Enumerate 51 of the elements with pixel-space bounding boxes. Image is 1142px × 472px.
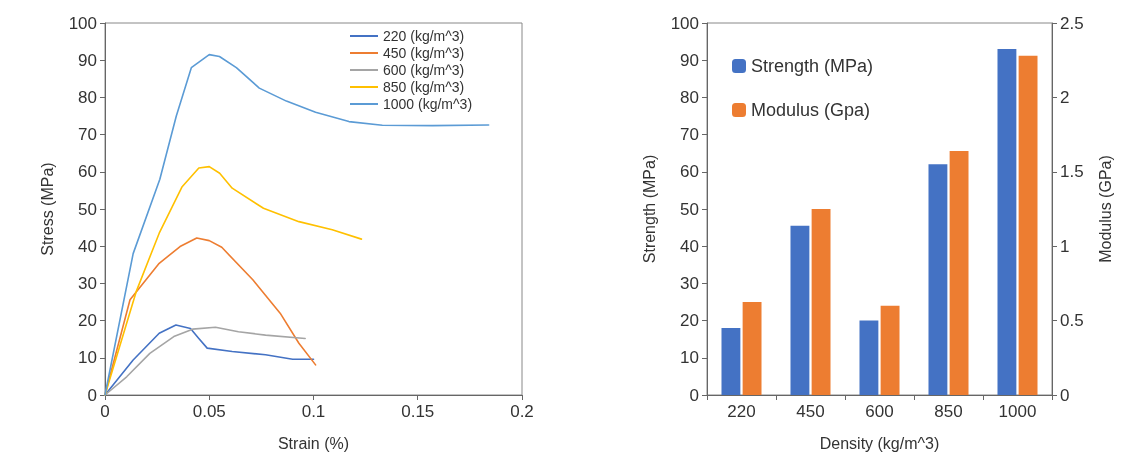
- y-tick-label: 60: [680, 162, 699, 182]
- y-axis-title: Strength (MPa): [640, 154, 658, 264]
- y-tick-label: 40: [680, 236, 699, 256]
- legend-label: Strength (MPa): [751, 56, 874, 76]
- y-tick-label: 30: [78, 273, 97, 293]
- legend-label: 1000 (kg/m^3): [383, 96, 473, 112]
- legend-label: 850 (kg/m^3): [383, 79, 465, 95]
- x-tick-label: 0.15: [401, 402, 435, 421]
- y2-tick-label: 1.5: [1060, 162, 1084, 182]
- y-tick-label: 80: [680, 87, 699, 107]
- y-tick-label: 60: [78, 162, 97, 182]
- y-tick-label: 10: [78, 348, 97, 368]
- x-axis-title: Density (kg/m^3): [819, 434, 940, 452]
- y-tick-label: 50: [680, 199, 699, 219]
- y-tick-label: 0: [87, 385, 97, 405]
- y-tick-label: 90: [78, 50, 97, 70]
- legend-label: 220 (kg/m^3): [383, 28, 465, 44]
- line-series: [104, 165, 363, 396]
- y-tick-label: 50: [78, 199, 97, 219]
- legend-label: Modulus (Gpa): [751, 100, 871, 120]
- x-tick-label: 0: [100, 402, 110, 421]
- y-tick-label: 0: [689, 385, 699, 405]
- x-tick-label: 450: [796, 402, 825, 421]
- y-tick-label: 70: [680, 125, 699, 145]
- y2-tick-label: 0: [1060, 385, 1070, 405]
- y-tick-label: 100: [68, 13, 97, 33]
- y-tick-label: 100: [670, 13, 699, 33]
- legend-label: 600 (kg/m^3): [383, 62, 465, 78]
- legend-label: 450 (kg/m^3): [383, 45, 465, 61]
- y-tick-label: 20: [78, 311, 97, 331]
- y-tick-label: 40: [78, 236, 97, 256]
- x-tick-label: 1000: [998, 402, 1037, 421]
- y2-tick-label: 2.5: [1060, 13, 1084, 33]
- y-tick-label: 20: [680, 311, 699, 331]
- y2-tick-label: 1: [1060, 236, 1070, 256]
- y-tick-label: 70: [78, 125, 97, 145]
- y-tick-label: 90: [680, 50, 699, 70]
- y2-tick-label: 0.5: [1060, 311, 1084, 331]
- y-tick-label: 30: [680, 273, 699, 293]
- y-tick-label: 10: [680, 348, 699, 368]
- x-tick-label: 600: [865, 402, 894, 421]
- x-tick-label: 0.2: [510, 402, 534, 421]
- x-tick-label: 0.05: [192, 402, 226, 421]
- y2-tick-label: 2: [1060, 87, 1070, 107]
- y2-axis-title: Modulus (GPa): [1096, 155, 1114, 263]
- y-axis-title: Stress (MPa): [38, 162, 56, 256]
- x-tick-label: 220: [727, 402, 756, 421]
- x-axis-title: Strain (%): [277, 434, 350, 452]
- x-tick-label: 850: [934, 402, 963, 421]
- x-tick-label: 0.1: [301, 402, 326, 421]
- y-tick-label: 80: [78, 87, 97, 107]
